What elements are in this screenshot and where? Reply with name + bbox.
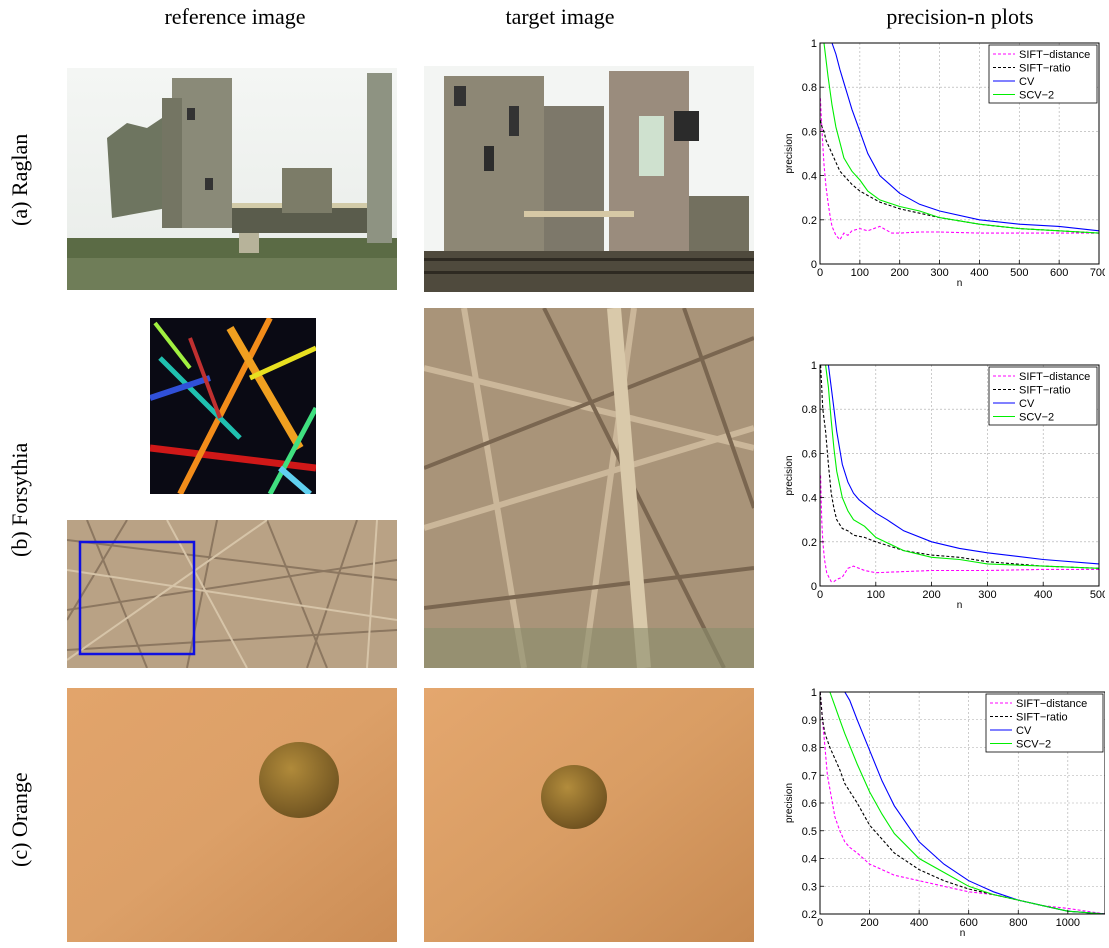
y-tick-label: 0.4: [802, 493, 817, 505]
x-tick-label: 500: [1090, 589, 1105, 601]
y-axis-label: precision: [784, 455, 795, 495]
x-tick-label: 600: [960, 917, 978, 929]
legend-label: SCV−2: [1016, 739, 1051, 751]
y-tick-label: 0.6: [802, 798, 817, 810]
y-tick-label: 0.3: [802, 881, 817, 893]
x-axis-label: n: [957, 278, 963, 289]
y-tick-label: 0.2: [802, 537, 817, 549]
x-tick-label: 800: [1009, 917, 1027, 929]
legend-label: SIFT−ratio: [1019, 63, 1071, 75]
x-tick-label: 200: [891, 267, 909, 279]
y-tick-label: 0.5: [802, 826, 817, 838]
x-tick-label: 400: [1034, 589, 1052, 601]
series-line-1: [820, 364, 1100, 569]
orange-reference-image: [67, 688, 397, 942]
raglan-target-image: [424, 66, 754, 292]
x-axis-label: n: [957, 600, 963, 611]
legend-label: SIFT−distance: [1016, 698, 1087, 710]
series-line-3: [820, 364, 1100, 569]
y-tick-label: 0.2: [802, 909, 817, 921]
legend-label: SIFT−ratio: [1016, 712, 1068, 724]
legend-label: SCV−2: [1019, 90, 1054, 102]
orange-target-image: [424, 688, 754, 942]
series-line-0: [819, 98, 1099, 241]
x-tick-label: 0: [817, 267, 823, 279]
legend-box: [988, 366, 1098, 426]
y-tick-label: 0.8: [802, 404, 817, 416]
forsythia-reference-image: [67, 520, 397, 668]
x-tick-label: 100: [851, 267, 869, 279]
legend-label: SCV−2: [1019, 412, 1054, 424]
precision-n-plot-orange: 0 200 400 600 800 1000 0.2 0.3 0.4 0.5 0.6 0.7 0.8 0.…: [784, 687, 1105, 939]
axes-box: [819, 364, 1100, 587]
series-line-2: [820, 364, 1100, 565]
x-tick-label: 0: [817, 589, 823, 601]
forsythia-selection-box: [78, 540, 196, 656]
legend-box: [988, 44, 1098, 104]
y-tick-label: 0.4: [802, 854, 817, 866]
y-tick-label: 0.9: [802, 715, 817, 727]
y-tick-label: 0.8: [802, 82, 817, 94]
y-tick-label: 0.4: [802, 171, 817, 183]
legend-label: CV: [1016, 725, 1032, 737]
x-tick-label: 400: [970, 267, 988, 279]
y-axis-label: precision: [784, 133, 795, 173]
series-line-3: [820, 42, 1100, 234]
x-tick-label: 1000: [1056, 917, 1080, 929]
precision-n-plot-forsythia: 0 100 200 300 400 500 0 0.2 0.4 0.6 0.8 1 n precision…: [784, 360, 1105, 611]
raglan-reference-image: [67, 68, 397, 290]
x-tick-label: 300: [978, 589, 996, 601]
series-line-3: [820, 691, 1105, 915]
reference-column-header: reference image: [164, 4, 306, 29]
legend-label: CV: [1019, 398, 1035, 410]
series-line-0: [820, 475, 1099, 583]
series-line-2: [820, 42, 1100, 232]
x-tick-label: 200: [922, 589, 940, 601]
precision-n-plot-raglan: 0 100 200 300 400 500 600 700 0 0.2 0.4 0.6 0.8 1 n pre…: [784, 38, 1105, 289]
x-axis-label: n: [960, 928, 966, 939]
y-tick-label: 1: [811, 38, 817, 50]
y-tick-label: 0.8: [802, 743, 817, 755]
axes-box: [819, 42, 1100, 265]
y-tick-label: 1: [811, 360, 817, 372]
legend-box: [985, 693, 1104, 753]
x-tick-label: 200: [860, 917, 878, 929]
target-column-header: target image: [505, 4, 615, 29]
y-tick-label: 0: [811, 581, 817, 593]
y-tick-label: 0: [811, 259, 817, 271]
y-tick-label: 0.6: [802, 126, 817, 138]
plots-column-header: precision-n plots: [886, 4, 1034, 29]
y-tick-label: 0.7: [802, 770, 817, 782]
forsythia-target-image: [424, 308, 754, 668]
y-tick-label: 0.2: [802, 215, 817, 227]
x-tick-label: 300: [930, 267, 948, 279]
y-axis-label: precision: [784, 783, 795, 823]
row-label-raglan: (a) Raglan: [7, 133, 32, 227]
x-tick-label: 0: [817, 917, 823, 929]
legend-label: CV: [1019, 76, 1035, 88]
x-tick-label: 700: [1090, 267, 1105, 279]
forsythia-segmentation-image: [150, 318, 316, 494]
row-label-orange: (c) Orange: [7, 772, 32, 868]
x-tick-label: 600: [1050, 267, 1068, 279]
x-tick-label: 500: [1010, 267, 1028, 279]
x-tick-label: 400: [910, 917, 928, 929]
row-label-forsythia: (b) Forsythia: [7, 442, 32, 558]
legend-label: SIFT−distance: [1019, 49, 1090, 61]
y-tick-label: 0.6: [802, 448, 817, 460]
legend-label: SIFT−ratio: [1019, 385, 1071, 397]
y-tick-label: 1: [811, 687, 817, 699]
x-tick-label: 100: [867, 589, 885, 601]
legend-label: SIFT−distance: [1019, 371, 1090, 383]
